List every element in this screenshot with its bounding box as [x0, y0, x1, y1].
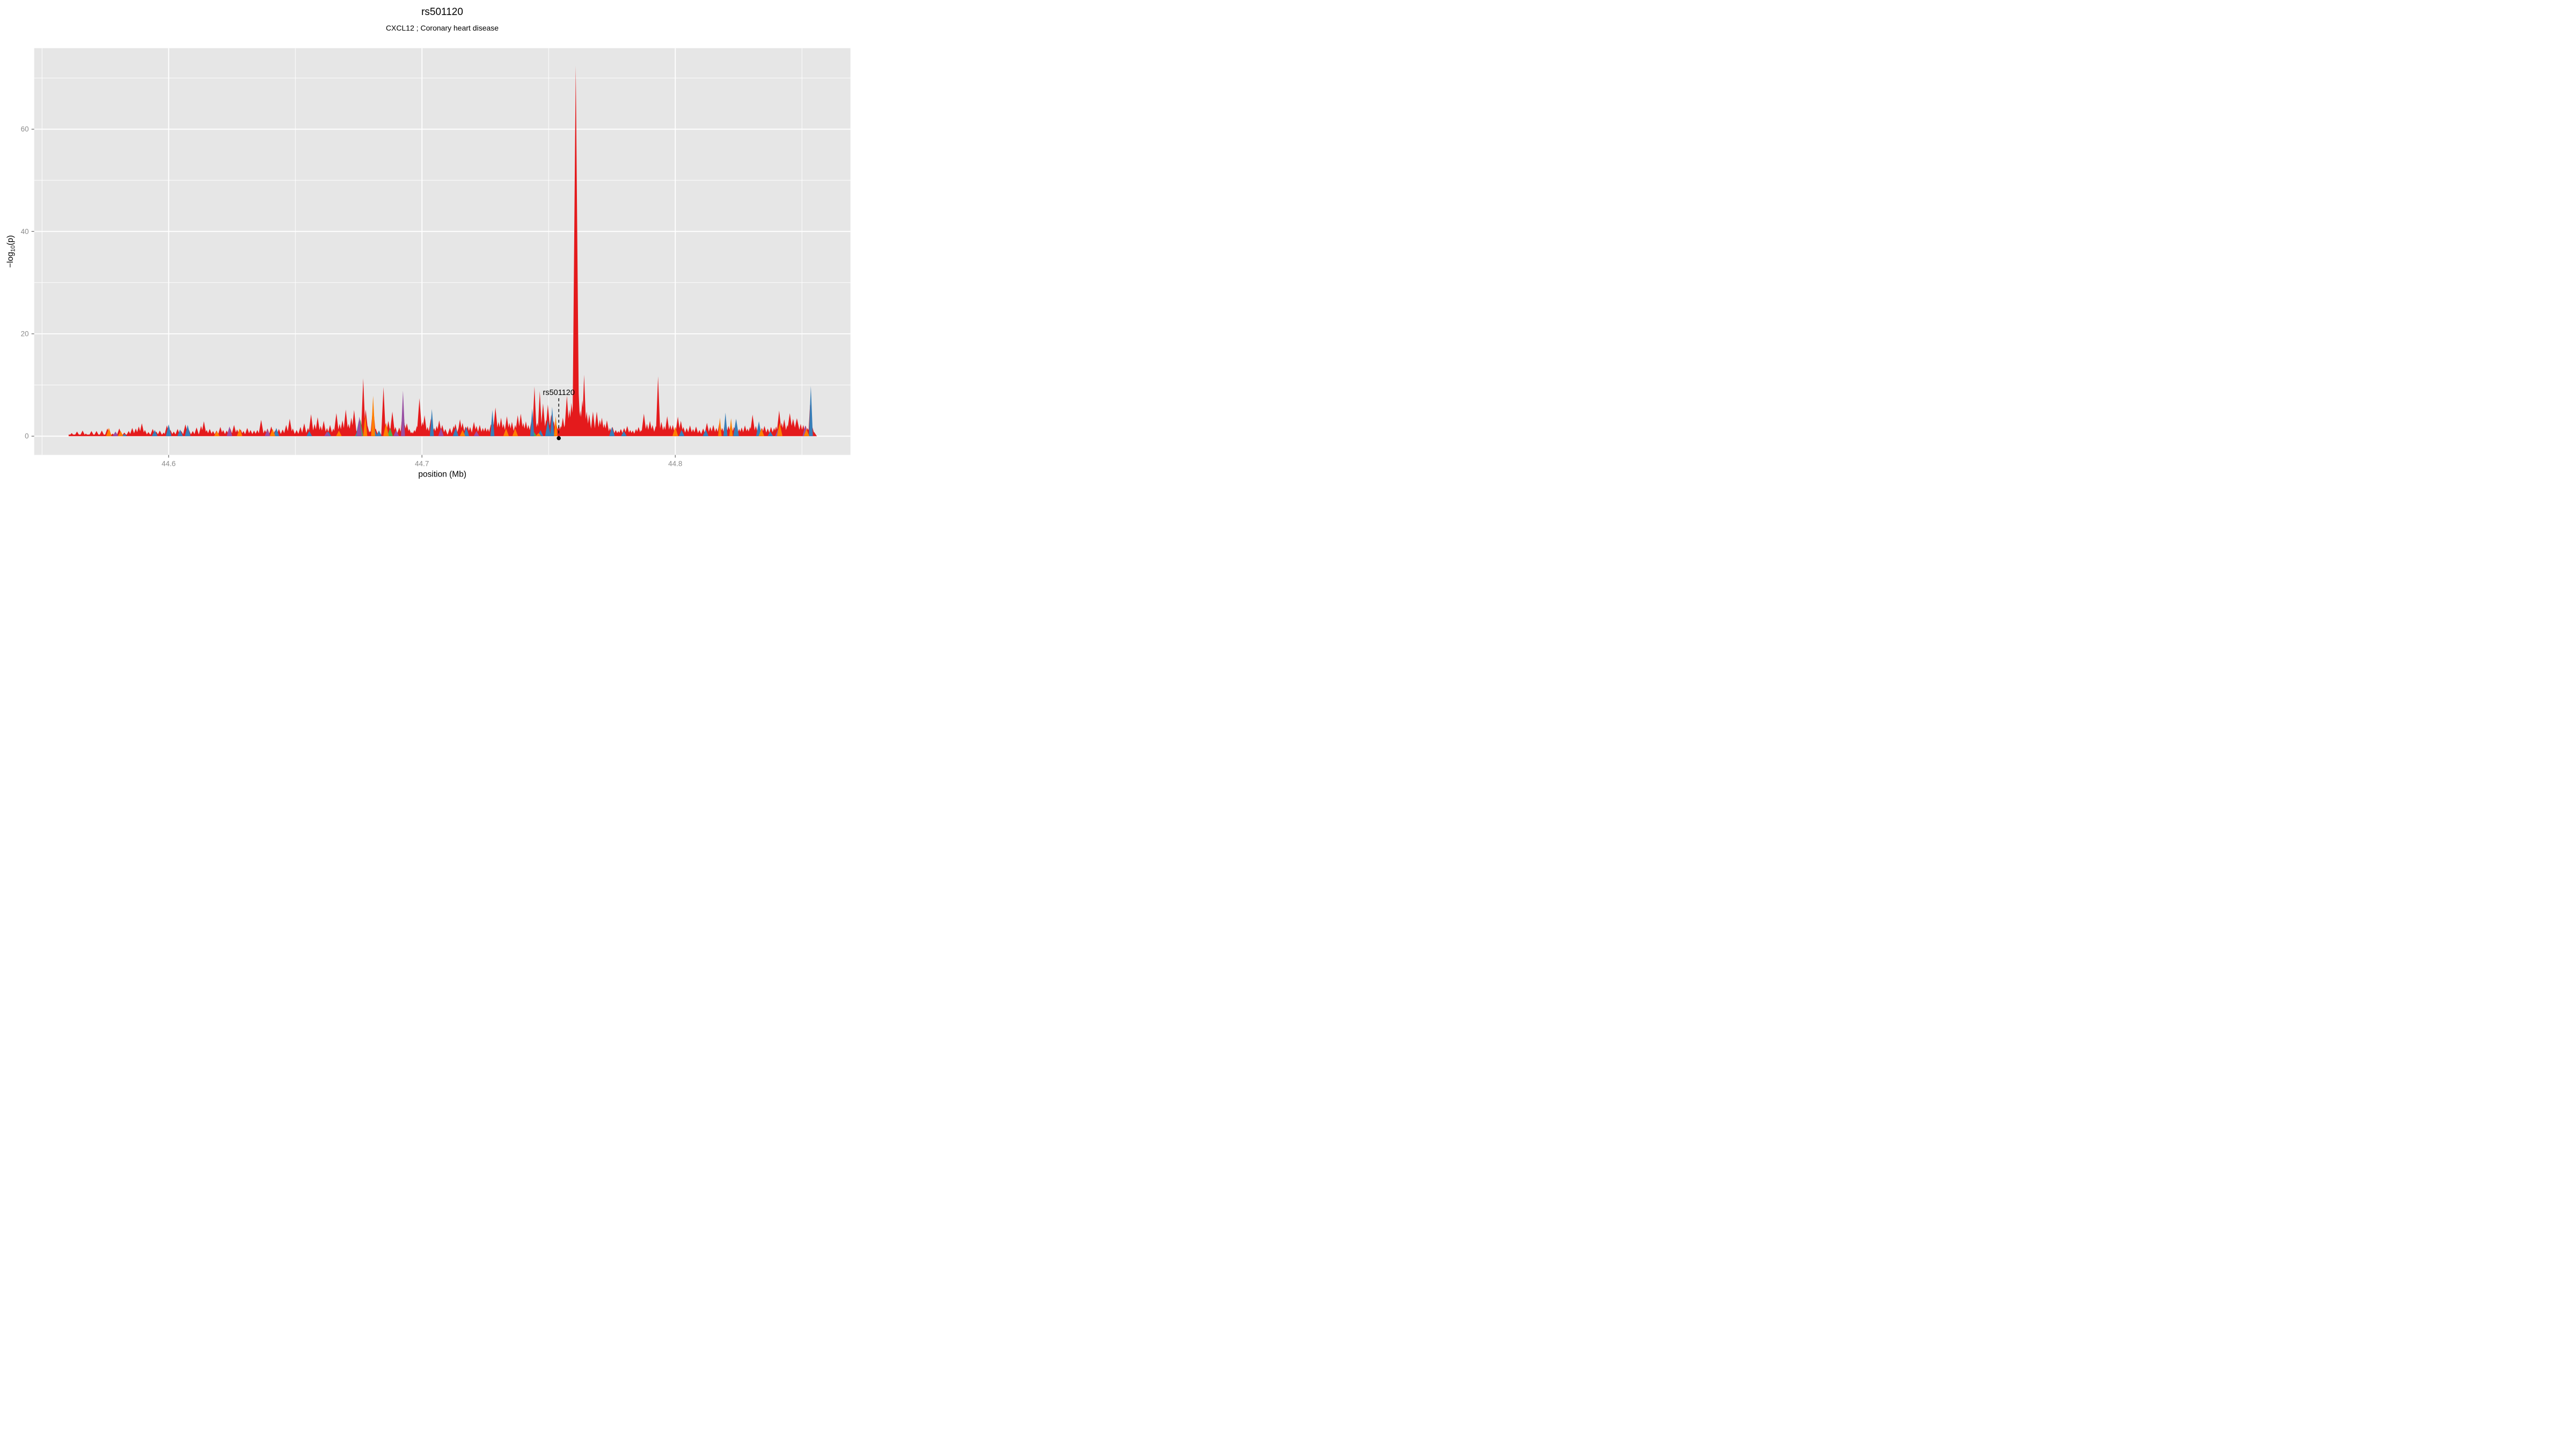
x-tick-label: 44.6: [162, 460, 175, 468]
chart-svg: rs501120 0 20 40 60 44.6 44.7 44.8 position (Mb)…: [6, 48, 851, 479]
y-tick-label: 60: [21, 125, 29, 133]
annotation-label: rs501120: [543, 389, 575, 397]
y-tick-label: 20: [21, 330, 29, 338]
y-axis-title: −log10(p): [6, 235, 17, 268]
x-tick-label: 44.7: [415, 460, 429, 468]
x-axis-title: position (Mb): [418, 470, 466, 479]
page-subtitle: CXCL12 ; Coronary heart disease: [385, 24, 499, 32]
plot-panel: [34, 48, 851, 455]
x-tick-label: 44.8: [668, 460, 682, 468]
annotation-point: [557, 436, 561, 441]
page-title: rs501120: [421, 6, 463, 18]
y-tick-label: 0: [25, 432, 29, 440]
y-tick-label: 40: [21, 228, 29, 236]
locuszoom-plot: rs501120 CXCL12 ; Coronary heart disease…: [0, 0, 859, 483]
